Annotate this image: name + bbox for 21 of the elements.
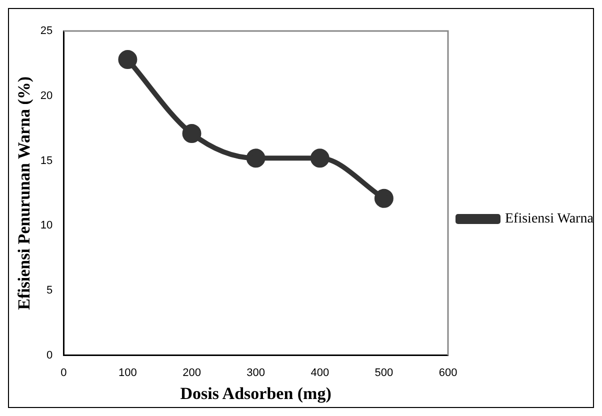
x-tick-label: 300	[246, 367, 265, 380]
x-axis-title: Dosis Adsorben (mg)	[180, 384, 332, 404]
y-tick-label: 15	[40, 154, 53, 167]
x-tick-label: 400	[310, 367, 330, 380]
point	[118, 50, 138, 70]
x-tick-label: 500	[374, 367, 394, 380]
point	[182, 124, 202, 144]
x-tick-label: 100	[118, 367, 137, 380]
y-tick-label: 5	[46, 284, 53, 297]
legend-label: Efisiensi Warna	[505, 212, 594, 227]
y-tick-label: 10	[40, 220, 53, 232]
point	[310, 148, 330, 168]
x-tick-label: 600	[438, 367, 458, 380]
point	[246, 148, 266, 168]
point	[374, 188, 394, 208]
y-tick-label: 25	[40, 25, 53, 38]
y-tick-label: 0	[46, 349, 53, 362]
y-axis-title: Efisiensi Penurunan Warna (%)	[14, 76, 34, 310]
x-tick-label: 0	[60, 367, 67, 380]
x-tick-label: 200	[182, 367, 201, 380]
y-tick-label: 20	[40, 90, 53, 102]
